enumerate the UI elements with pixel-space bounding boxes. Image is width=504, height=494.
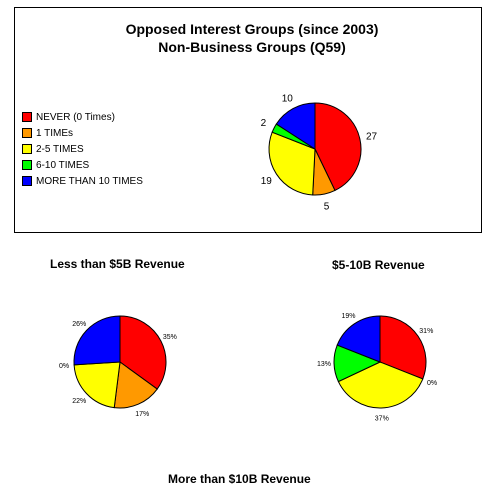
main-pie-label-never: 27 bbox=[366, 132, 378, 143]
mid-pie-label-6-10-times: 13% bbox=[317, 361, 331, 368]
legend-label-1-time: 1 TIMEs bbox=[36, 127, 74, 139]
mid-pie-label-more-than-10: 19% bbox=[341, 313, 355, 320]
main-pie-label-6-10-times: 2 bbox=[261, 118, 267, 129]
legend-item-more-than-10: MORE THAN 10 TIMES bbox=[22, 173, 143, 189]
lt5-pie-slice-never bbox=[119, 315, 167, 390]
lt5-pie-label-more-than-10: 26% bbox=[72, 321, 86, 328]
legend-swatch-2-5-times bbox=[22, 144, 32, 154]
main-chart-frame bbox=[14, 7, 482, 233]
subtitle-more-than-10b: More than $10B Revenue bbox=[168, 472, 311, 486]
legend-label-more-than-10: MORE THAN 10 TIMES bbox=[36, 175, 143, 187]
lt5-pie-slice-more-than-10 bbox=[73, 315, 121, 366]
legend-swatch-6-10-times bbox=[22, 160, 32, 170]
legend-swatch-1-time bbox=[22, 128, 32, 138]
mid-pie-label-never: 31% bbox=[419, 328, 433, 335]
main-pie-slice-more-than-10 bbox=[275, 102, 316, 150]
subtitle-5-10b: $5-10B Revenue bbox=[332, 258, 425, 272]
legend-label-2-5-times: 2-5 TIMES bbox=[36, 143, 84, 155]
legend-swatch-more-than-10 bbox=[22, 176, 32, 186]
legend-item-1-time: 1 TIMEs bbox=[22, 125, 143, 141]
main-pie-slice-never bbox=[314, 102, 362, 192]
lt5-pie-label-1-time: 17% bbox=[135, 411, 149, 418]
mid-pie-slice-never bbox=[379, 315, 427, 380]
legend-label-6-10-times: 6-10 TIMES bbox=[36, 159, 90, 171]
mid-pie-slice-2-5-times bbox=[337, 361, 424, 409]
subtitle-less-than-5b: Less than $5B Revenue bbox=[50, 257, 185, 271]
lt5-pie-slice-2-5-times bbox=[73, 361, 121, 409]
mid-pie-slice-more-than-10 bbox=[336, 315, 381, 363]
legend-item-never: NEVER (0 Times) bbox=[22, 109, 143, 125]
chart-title: Opposed Interest Groups (since 2003) bbox=[125, 21, 379, 37]
legend-item-2-5-times: 2-5 TIMES bbox=[22, 141, 143, 157]
main-pie-label-1-time: 5 bbox=[324, 201, 330, 212]
legend-label-never: NEVER (0 Times) bbox=[36, 111, 115, 123]
mid-pie-label-2-5-times: 37% bbox=[375, 415, 389, 422]
mid-pie-label-1-time: 0% bbox=[427, 380, 437, 387]
main-pie-slice-2-5-times bbox=[268, 131, 316, 196]
lt5-pie-slice-1-time bbox=[113, 361, 158, 409]
lt5-pie-label-2-5-times: 22% bbox=[72, 398, 86, 405]
legend: NEVER (0 Times) 1 TIMEs 2-5 TIMES 6-10 T… bbox=[22, 109, 143, 189]
legend-swatch-never bbox=[22, 112, 32, 122]
lt5-pie-label-never: 35% bbox=[163, 334, 177, 341]
main-pie-label-2-5-times: 19 bbox=[261, 176, 273, 187]
lt5-pie-label-6-10-times: 0% bbox=[59, 363, 69, 370]
chart-subtitle: Non-Business Groups (Q59) bbox=[158, 39, 346, 55]
main-pie-label-more-than-10: 10 bbox=[282, 94, 294, 105]
legend-item-6-10-times: 6-10 TIMES bbox=[22, 157, 143, 173]
